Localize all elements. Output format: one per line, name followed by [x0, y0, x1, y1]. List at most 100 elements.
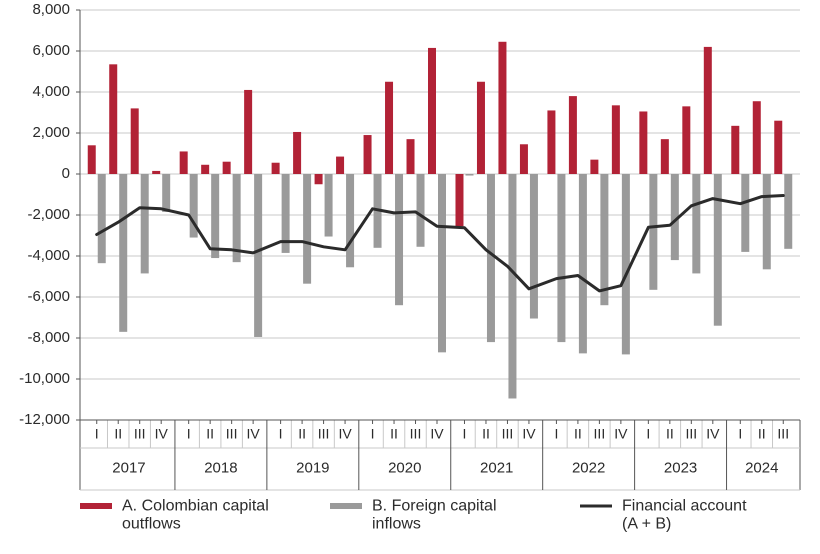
inflows-bar: [141, 174, 149, 273]
inflows-bar: [508, 174, 516, 398]
quarter-label: IV: [706, 425, 720, 441]
quarter-label: II: [114, 425, 122, 441]
y-tick-label: 4,000: [32, 83, 70, 100]
outflows-bar: [315, 174, 323, 184]
year-label: 2020: [388, 459, 421, 476]
inflows-bar: [465, 174, 473, 176]
y-tick-label: -2,000: [27, 206, 70, 223]
quarter-label: III: [594, 425, 606, 441]
outflows-bar: [428, 48, 436, 174]
inflows-bar: [622, 174, 630, 354]
outflows-bar: [293, 132, 301, 174]
outflows-bar: [753, 101, 761, 174]
outflows-bar: [407, 139, 415, 174]
y-tick-label: 6,000: [32, 42, 70, 59]
quarter-label: II: [758, 425, 766, 441]
quarter-label: I: [646, 425, 650, 441]
legend-account-label: (A + B): [622, 515, 671, 532]
inflows-bar: [417, 174, 425, 247]
quarter-label: IV: [430, 425, 444, 441]
y-tick-label: -8,000: [27, 329, 70, 346]
inflows-bar: [530, 174, 538, 319]
inflows-bar: [162, 174, 170, 212]
quarter-label: III: [685, 425, 697, 441]
outflows-bar: [336, 157, 344, 174]
quarter-label: I: [371, 425, 375, 441]
year-label: 2022: [572, 459, 605, 476]
quarter-label: I: [738, 425, 742, 441]
outflows-bar: [639, 111, 647, 174]
inflows-bar: [579, 174, 587, 353]
quarter-label: III: [226, 425, 238, 441]
quarter-label: IV: [247, 425, 261, 441]
quarter-label: III: [777, 425, 789, 441]
year-label: 2023: [664, 459, 697, 476]
legend-inflows-swatch: [330, 503, 362, 509]
outflows-bar: [498, 42, 506, 174]
outflows-bar: [520, 144, 528, 174]
year-label: 2024: [745, 459, 778, 476]
outflows-bar: [612, 105, 620, 174]
y-tick-label: -12,000: [19, 411, 70, 428]
inflows-bar: [741, 174, 749, 252]
outflows-bar: [661, 139, 669, 174]
outflows-bar: [385, 82, 393, 174]
outflows-bar: [109, 64, 117, 174]
legend-outflows-label: outflows: [122, 515, 181, 532]
outflows-bar: [223, 162, 231, 174]
inflows-bar: [119, 174, 127, 332]
outflows-bar: [477, 82, 485, 174]
outflows-bar: [131, 108, 139, 174]
quarter-label: I: [463, 425, 467, 441]
outflows-bar: [152, 171, 160, 174]
inflows-bar: [557, 174, 565, 342]
quarter-label: II: [482, 425, 490, 441]
outflows-bar: [455, 174, 463, 226]
chart-svg: 8,0006,0004,0002,0000-2,000-4,000-6,000-…: [0, 0, 820, 554]
y-tick-label: 8,000: [32, 1, 70, 18]
legend-inflows-label: inflows: [372, 515, 421, 532]
inflows-bar: [487, 174, 495, 342]
inflows-bar: [303, 174, 311, 284]
legend-outflows-label: A. Colombian capital: [122, 497, 269, 514]
inflows-bar: [438, 174, 446, 352]
year-label: 2018: [204, 459, 237, 476]
quarter-label: II: [574, 425, 582, 441]
quarter-label: I: [279, 425, 283, 441]
quarter-label: IV: [522, 425, 536, 441]
y-tick-label: 2,000: [32, 124, 70, 141]
outflows-bar: [88, 145, 96, 174]
inflows-bar: [763, 174, 771, 269]
quarter-label: III: [134, 425, 146, 441]
legend-outflows-swatch: [80, 503, 112, 509]
y-tick-label: -4,000: [27, 247, 70, 264]
quarter-label: I: [554, 425, 558, 441]
inflows-bar: [692, 174, 700, 273]
year-label: 2017: [112, 459, 145, 476]
quarter-label: I: [187, 425, 191, 441]
inflows-bar: [714, 174, 722, 326]
outflows-bar: [731, 126, 739, 174]
quarter-label: II: [666, 425, 674, 441]
quarter-label: III: [318, 425, 330, 441]
quarter-label: II: [298, 425, 306, 441]
quarter-label: IV: [338, 425, 352, 441]
y-tick-label: -6,000: [27, 288, 70, 305]
outflows-bar: [364, 135, 372, 174]
inflows-bar: [211, 174, 219, 258]
year-label: 2021: [480, 459, 513, 476]
quarter-label: III: [410, 425, 422, 441]
outflows-bar: [590, 160, 598, 174]
outflows-bar: [569, 96, 577, 174]
outflows-bar: [201, 165, 209, 174]
inflows-bar: [346, 174, 354, 267]
quarter-label: IV: [614, 425, 628, 441]
inflows-bar: [395, 174, 403, 305]
quarter-label: I: [95, 425, 99, 441]
inflows-bar: [600, 174, 608, 305]
legend-account-label: Financial account: [622, 497, 747, 514]
quarter-label: III: [502, 425, 514, 441]
outflows-bar: [180, 151, 188, 174]
year-label: 2019: [296, 459, 329, 476]
financial-account-chart: 8,0006,0004,0002,0000-2,000-4,000-6,000-…: [0, 0, 820, 554]
